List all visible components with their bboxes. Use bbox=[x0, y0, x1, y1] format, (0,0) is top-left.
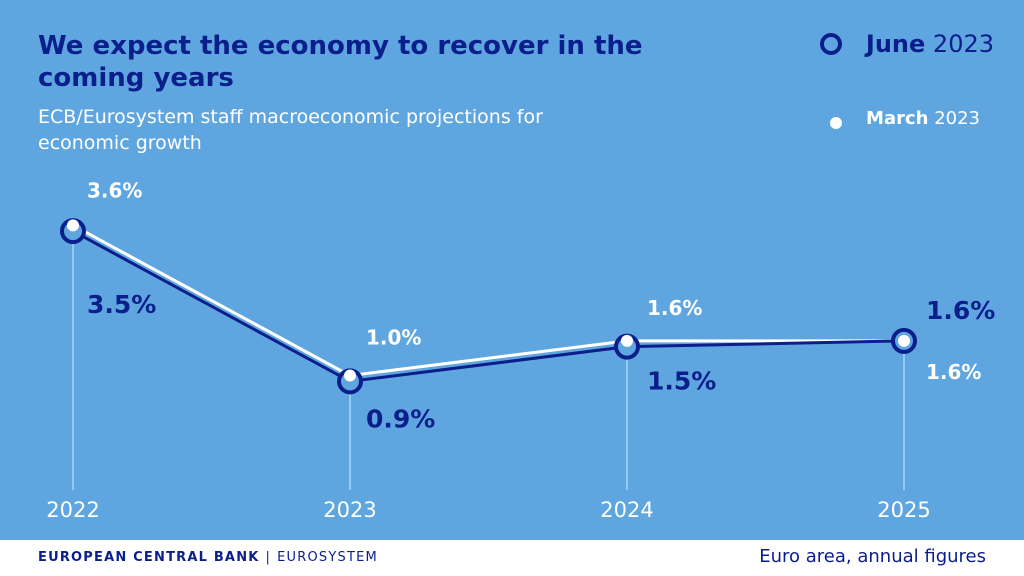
chart-background bbox=[0, 0, 1024, 540]
brand-separator: | bbox=[265, 550, 272, 565]
legend-march: March 2023 bbox=[794, 66, 994, 129]
legend: June 2023 March 2023 bbox=[794, 30, 994, 129]
x-tick-label-2023: 2023 bbox=[323, 498, 376, 522]
footer-note: Euro area, annual figures bbox=[759, 546, 986, 567]
series-line-june bbox=[72, 229, 905, 383]
legend-june-year: 2023 bbox=[932, 30, 994, 58]
legend-june-marker-icon bbox=[820, 33, 842, 55]
chart-subtitle: ECB/Eurosystem staff macroeconomic proje… bbox=[38, 106, 543, 154]
chart-title: We expect the economy to recover in the … bbox=[38, 31, 643, 93]
legend-june-month: June bbox=[865, 30, 926, 58]
series-line-march bbox=[72, 224, 904, 378]
march-data-label-2024: 1.6% bbox=[647, 296, 702, 320]
x-tick-label-2025: 2025 bbox=[877, 498, 930, 522]
ecb-brand: EUROPEAN CENTRAL BANK | EUROSYSTEM bbox=[38, 550, 378, 565]
june-data-label-2023: 0.9% bbox=[366, 404, 435, 433]
march-point-2024 bbox=[621, 334, 633, 347]
legend-march-marker-icon bbox=[830, 117, 842, 129]
march-point-2023 bbox=[344, 369, 356, 382]
x-tick-label-2024: 2024 bbox=[600, 498, 653, 522]
june-data-label-2025: 1.6% bbox=[926, 296, 995, 325]
line-chart: 2022 2023 2024 2025 3.5% 0.9% 1.5% 1.6% 3.6% 1.0%… bbox=[46, 178, 995, 522]
legend-june: June 2023 bbox=[794, 30, 994, 66]
footer: EUROPEAN CENTRAL BANK | EUROSYSTEM Euro ar… bbox=[0, 540, 1024, 576]
march-data-label-2023: 1.0% bbox=[366, 326, 421, 350]
x-tick-label-2022: 2022 bbox=[46, 498, 99, 522]
march-point-2025 bbox=[898, 334, 910, 347]
brand-name: EUROPEAN CENTRAL BANK bbox=[38, 550, 260, 565]
legend-march-year: 2023 bbox=[934, 108, 980, 129]
march-point-2022 bbox=[67, 219, 79, 232]
june-data-label-2022: 3.5% bbox=[87, 290, 156, 319]
june-data-label-2024: 1.5% bbox=[647, 367, 716, 396]
brand-system: EUROSYSTEM bbox=[277, 550, 378, 565]
march-data-label-2025: 1.6% bbox=[926, 360, 981, 384]
legend-march-month: March bbox=[866, 108, 929, 129]
march-data-label-2022: 3.6% bbox=[87, 178, 142, 202]
